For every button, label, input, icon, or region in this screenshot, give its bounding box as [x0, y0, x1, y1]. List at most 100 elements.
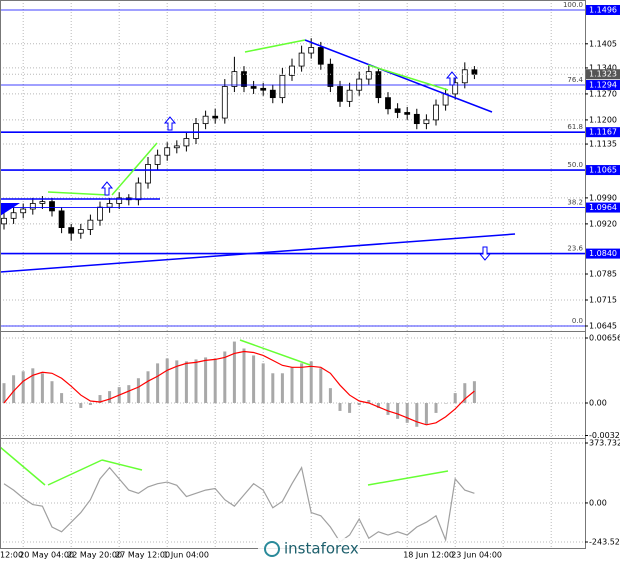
- y-tick-label: -243.5270: [589, 538, 620, 547]
- candle-body: [269, 89, 276, 99]
- candle-body: [250, 86, 257, 89]
- candle-body: [164, 147, 171, 156]
- histogram-bar: [396, 403, 400, 419]
- y-tick-label: 0.00: [589, 399, 607, 408]
- candle-body: [87, 219, 94, 230]
- buy-arrow: [100, 181, 114, 196]
- histogram-bar: [21, 371, 25, 403]
- price-box: [586, 5, 620, 15]
- candle-body: [471, 69, 478, 75]
- x-tick-label: 1 Jun 04:00: [163, 551, 209, 560]
- histogram-bar: [463, 383, 467, 403]
- x-tick-label: 23 Jun 04:00: [451, 551, 502, 560]
- fib-label: 61.8: [567, 123, 583, 131]
- divergence-line: [367, 470, 449, 486]
- candle-body: [452, 82, 459, 95]
- candle-body: [394, 108, 401, 113]
- histogram-bar: [136, 378, 140, 403]
- candle-body: [279, 74, 286, 99]
- histogram-bar: [69, 403, 73, 404]
- candle-body: [29, 203, 36, 210]
- candle-body: [154, 154, 161, 165]
- candle-body: [202, 115, 209, 125]
- divergence-line: [244, 39, 306, 53]
- histogram-bar: [338, 403, 342, 411]
- divergence-line: [0, 446, 46, 486]
- histogram-bar: [424, 403, 428, 425]
- histogram-bar: [472, 381, 476, 403]
- x-tick-label: 18 Jun 12:00: [403, 551, 454, 560]
- candle-body: [77, 229, 84, 234]
- candle-body: [183, 138, 190, 147]
- candle-body: [58, 210, 65, 228]
- candle-body: [241, 71, 247, 87]
- histogram-bar: [261, 363, 265, 403]
- histogram-bar: [2, 383, 6, 403]
- price-box: [586, 80, 620, 91]
- y-tick-label: 0.00656: [589, 334, 620, 343]
- x-tick-label: 12:00: [0, 551, 23, 560]
- last-price-label: 1.1323: [589, 70, 617, 79]
- candle-body: [193, 123, 199, 139]
- candle-body: [404, 112, 411, 115]
- price-box: [586, 202, 620, 213]
- price-box-label: 1.1294: [589, 81, 617, 90]
- candle-body: [461, 69, 468, 84]
- fib-label: 0.0: [572, 317, 583, 325]
- watermark-text: instaforex: [284, 540, 359, 558]
- candle-body: [212, 115, 219, 119]
- watermark-logo: [264, 541, 280, 557]
- y-tick-label: 1.1135: [589, 140, 617, 149]
- histogram-bar: [79, 403, 83, 408]
- histogram-bar: [175, 360, 179, 403]
- candle-body: [260, 87, 267, 91]
- histogram-bar: [223, 351, 227, 403]
- candle-body: [413, 113, 420, 125]
- y-tick-label: 1.0920: [589, 219, 617, 228]
- support-line: [0, 233, 516, 273]
- x-tick-label: 20 May 04:00: [19, 551, 74, 560]
- candle-body: [327, 63, 334, 87]
- histogram-bar: [60, 393, 64, 403]
- x-tick-label: 22 May 20:00: [67, 551, 122, 560]
- candle-body: [298, 52, 305, 67]
- histogram-bar: [386, 403, 390, 415]
- candle-body: [135, 182, 142, 201]
- x-tick-label: 27 May 12:00: [115, 551, 170, 560]
- candle-body: [289, 65, 295, 76]
- fib-label: 76.4: [567, 76, 583, 84]
- histogram-bar: [127, 385, 131, 403]
- histogram-bar: [156, 363, 160, 403]
- divergence-line: [47, 191, 109, 196]
- candle-body: [20, 208, 27, 214]
- candle-body: [10, 212, 17, 219]
- buy-arrow: [163, 116, 177, 131]
- histogram-bar: [348, 403, 352, 413]
- last-price-box: [586, 69, 620, 80]
- candle-body: [106, 203, 113, 208]
- histogram-bar: [40, 373, 44, 403]
- histogram-bar: [50, 381, 54, 403]
- histogram-bar: [88, 403, 92, 405]
- candle-body: [308, 47, 315, 54]
- divergence-line: [47, 459, 103, 486]
- histogram-bar: [271, 373, 275, 403]
- y-tick-label: 373.7321: [589, 439, 620, 448]
- price-box: [586, 165, 620, 176]
- watermark: instaforex: [258, 538, 360, 560]
- candle-body: [145, 164, 151, 184]
- histogram-bar: [376, 403, 380, 408]
- indicator-line: [3, 350, 475, 426]
- candle-body: [385, 97, 391, 110]
- histogram-bar: [309, 361, 313, 403]
- grid-layer: [0, 0, 585, 548]
- candle-body: [39, 201, 46, 204]
- y-tick-label: 1.0990: [589, 193, 617, 202]
- histogram-bar: [280, 373, 284, 403]
- histogram-bar: [165, 358, 169, 403]
- histogram-bar: [434, 403, 438, 413]
- y-tick-label: 1.0715: [589, 296, 617, 305]
- price-box-label: 1.0964: [589, 203, 617, 212]
